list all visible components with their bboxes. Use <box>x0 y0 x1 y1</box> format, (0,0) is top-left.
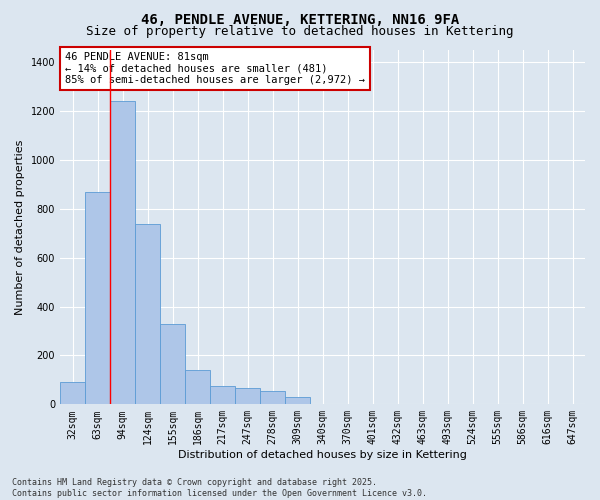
Bar <box>285 397 310 404</box>
Text: Size of property relative to detached houses in Kettering: Size of property relative to detached ho… <box>86 25 514 38</box>
Text: 46 PENDLE AVENUE: 81sqm
← 14% of detached houses are smaller (481)
85% of semi-d: 46 PENDLE AVENUE: 81sqm ← 14% of detache… <box>65 52 365 85</box>
Bar <box>110 102 135 405</box>
Text: Contains HM Land Registry data © Crown copyright and database right 2025.
Contai: Contains HM Land Registry data © Crown c… <box>12 478 427 498</box>
Text: 46, PENDLE AVENUE, KETTERING, NN16 9FA: 46, PENDLE AVENUE, KETTERING, NN16 9FA <box>141 12 459 26</box>
Bar <box>160 324 185 404</box>
Bar <box>210 386 235 404</box>
Bar <box>135 224 160 404</box>
Bar <box>85 192 110 404</box>
Bar <box>60 382 85 404</box>
X-axis label: Distribution of detached houses by size in Kettering: Distribution of detached houses by size … <box>178 450 467 460</box>
Y-axis label: Number of detached properties: Number of detached properties <box>15 140 25 315</box>
Bar <box>185 370 210 404</box>
Bar <box>235 388 260 404</box>
Bar <box>260 391 285 404</box>
